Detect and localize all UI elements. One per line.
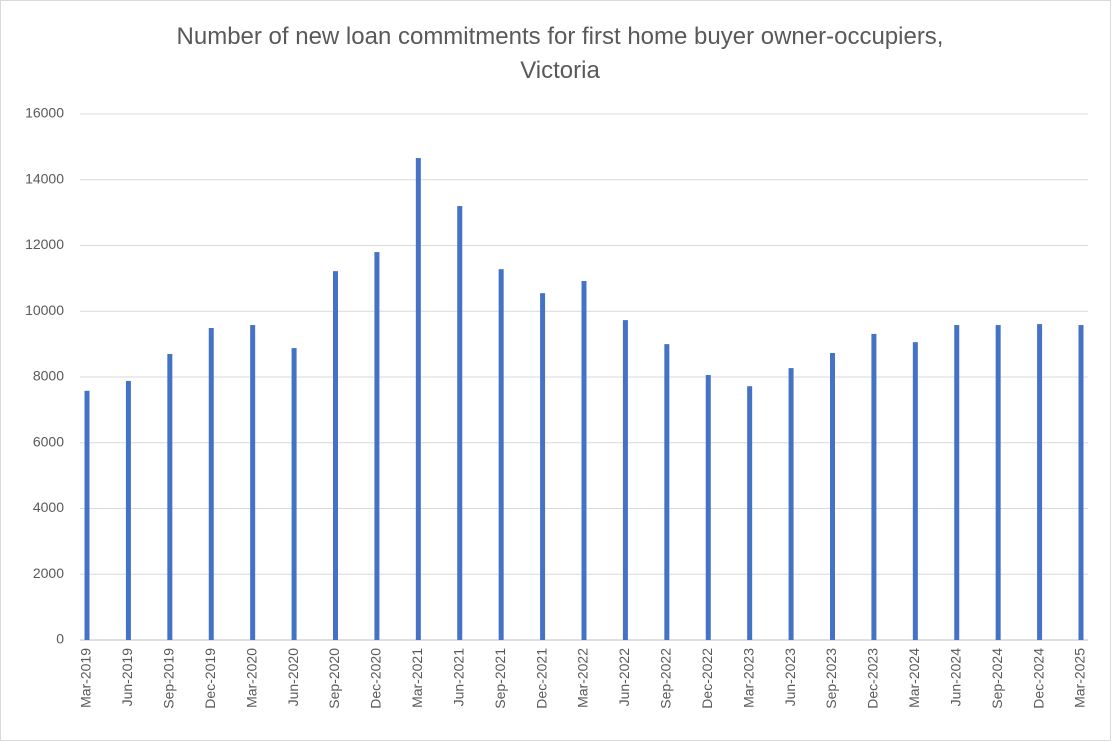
bar <box>1078 325 1084 640</box>
bar <box>84 390 90 640</box>
bar <box>871 333 877 640</box>
bar <box>250 325 256 640</box>
y-tick-label: 8000 <box>33 368 64 384</box>
bar <box>1037 324 1043 640</box>
bar <box>208 328 214 640</box>
y-tick-label: 0 <box>56 631 64 647</box>
bar <box>995 325 1001 640</box>
y-tick-label: 6000 <box>33 433 64 449</box>
bar <box>498 269 504 640</box>
bar <box>333 271 338 640</box>
bar <box>788 368 794 640</box>
x-tick-label: Jun-2019 <box>119 648 135 707</box>
y-tick-label: 10000 <box>25 302 64 318</box>
bar <box>664 344 670 640</box>
x-tick-label: Jun-2020 <box>285 648 301 707</box>
chart-title: Number of new loan commitments for first… <box>176 23 944 84</box>
x-tick-label: Jun-2023 <box>782 648 798 707</box>
bar <box>125 380 131 640</box>
bar <box>374 252 380 640</box>
bar <box>954 325 960 640</box>
bar <box>457 206 463 641</box>
bar <box>622 320 628 640</box>
x-tick-label: Dec-2022 <box>699 648 715 709</box>
x-tick-label: Mar-2021 <box>409 648 425 708</box>
x-tick-label: Mar-2022 <box>575 648 591 708</box>
bar <box>291 348 297 640</box>
x-tick-label: Dec-2020 <box>368 648 384 709</box>
x-tick-label: Jun-2022 <box>616 648 632 707</box>
y-tick-label: 2000 <box>33 565 64 581</box>
bar <box>540 293 546 640</box>
bar <box>705 375 711 640</box>
bar <box>581 281 587 640</box>
x-tick-label: Sep-2024 <box>989 648 1005 709</box>
y-tick-label: 4000 <box>33 499 64 515</box>
y-tick-label: 14000 <box>25 170 64 186</box>
bar <box>747 386 753 640</box>
x-tick-label: Mar-2023 <box>740 648 756 708</box>
x-tick-label: Sep-2023 <box>823 648 839 709</box>
x-tick-label: Dec-2019 <box>202 648 218 709</box>
x-tick-label: Mar-2019 <box>78 648 94 708</box>
x-tick-label: Mar-2025 <box>1072 648 1088 708</box>
y-tick-label: 12000 <box>25 236 64 252</box>
bar <box>912 342 918 640</box>
bar <box>830 353 835 640</box>
x-tick-label: Jun-2021 <box>450 648 466 707</box>
x-tick-label: Mar-2024 <box>906 648 922 708</box>
x-tick-label: Dec-2023 <box>865 648 881 709</box>
x-tick-label: Sep-2020 <box>326 648 342 709</box>
bar <box>167 353 173 640</box>
x-tick-label: Mar-2020 <box>243 648 259 708</box>
x-tick-label: Dec-2021 <box>533 648 549 709</box>
x-tick-label: Sep-2022 <box>658 648 674 709</box>
x-tick-label: Sep-2019 <box>161 648 177 709</box>
x-tick-label: Jun-2024 <box>947 648 963 707</box>
y-tick-label: 16000 <box>25 105 64 121</box>
bar <box>415 158 421 641</box>
x-tick-label: Sep-2021 <box>492 648 508 709</box>
x-tick-label: Dec-2024 <box>1030 648 1046 709</box>
